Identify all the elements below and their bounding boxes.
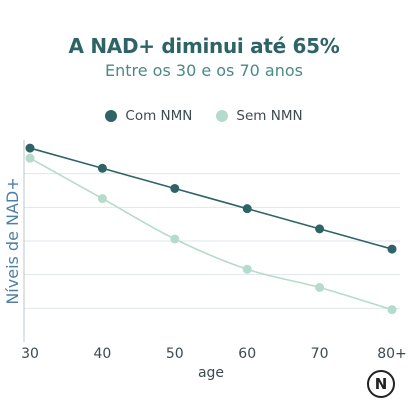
y-axis-label: Níveis de NAD+: [3, 177, 22, 304]
series-line-1: [29, 157, 393, 311]
series-line-0: [29, 147, 393, 250]
data-point-s1-5: [387, 305, 397, 315]
x-tick-label: 60: [238, 346, 256, 362]
legend-label-sem-nmn: Sem NMN: [236, 108, 303, 124]
series-group: [25, 143, 397, 315]
legend-swatch-sem-nmn: [216, 110, 229, 122]
x-tick-label: 50: [166, 346, 184, 362]
x-axis-label: age: [198, 365, 224, 381]
data-point-s0-4: [315, 224, 325, 234]
legend-label-com-nmn: Com NMN: [125, 108, 193, 124]
data-point-s0-5: [387, 244, 397, 254]
data-point-s0-0: [25, 143, 35, 153]
chart-subtitle: Entre os 30 e os 70 anos: [105, 61, 303, 80]
data-point-s1-2: [170, 234, 180, 244]
data-point-s1-3: [242, 264, 252, 274]
data-point-s0-3: [242, 204, 252, 214]
legend-item-com-nmn: Com NMN: [105, 108, 192, 124]
data-point-s1-1: [97, 194, 107, 204]
data-point-s1-4: [315, 282, 325, 292]
data-point-s1-0: [25, 153, 35, 163]
x-tick-label: 30: [21, 346, 39, 362]
x-tick-label: 40: [93, 346, 111, 362]
legend: Com NMN Sem NMN: [0, 108, 408, 124]
x-tick-label: 70: [311, 346, 329, 362]
x-tick-label: 80+: [377, 346, 407, 362]
legend-item-sem-nmn: Sem NMN: [216, 108, 303, 124]
data-point-s0-1: [97, 163, 107, 173]
legend-swatch-com-nmn: [105, 110, 118, 122]
chart-title: A NAD+ diminui até 65%: [68, 34, 340, 58]
x-tick-labels: 30 40 50 60 70 80+: [21, 346, 407, 362]
brand-logo-icon: N: [367, 370, 395, 398]
data-point-s0-2: [170, 183, 180, 193]
gridlines: [24, 173, 400, 309]
